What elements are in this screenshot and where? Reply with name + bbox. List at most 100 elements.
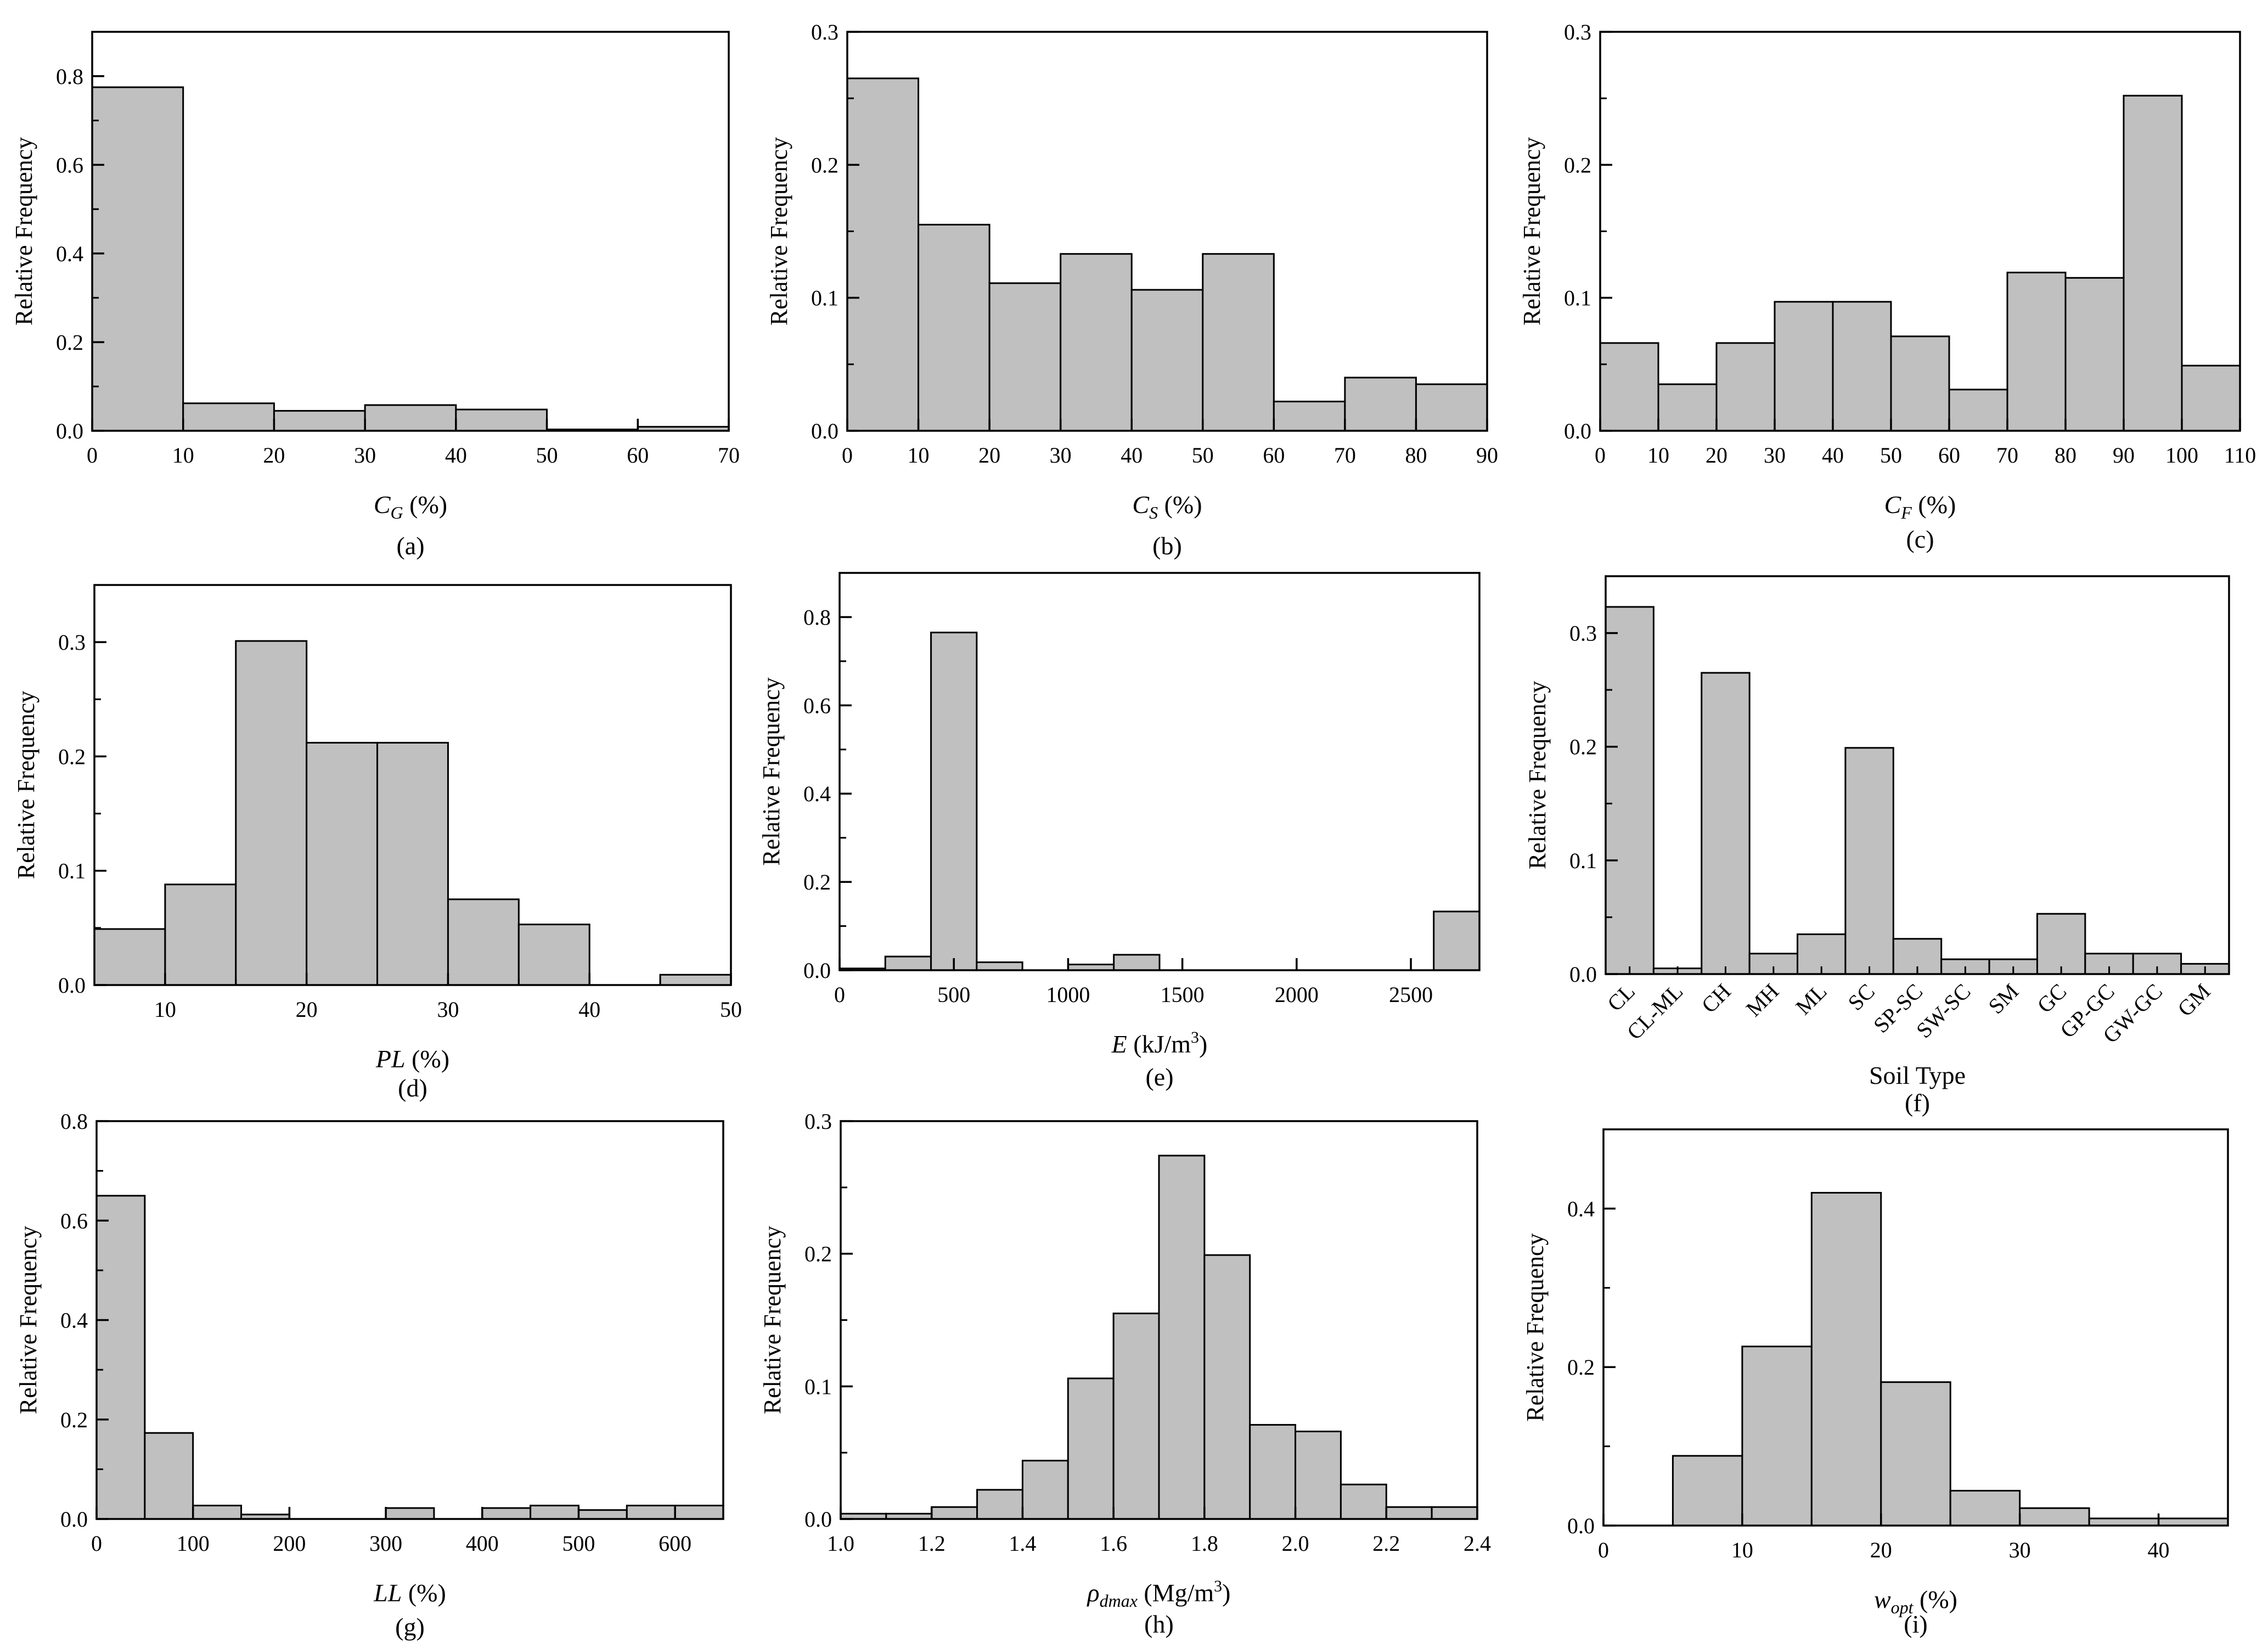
xtick-label-h-4: 1.8 [1191, 1531, 1218, 1556]
plot-frame-i [1602, 1128, 2229, 1527]
chart-panel-c: 0.0 0.1 0.2 0.3 0 10 20 30 40 50 60 70 80 90 100 110 Rel… [1518, 20, 2256, 553]
bar-a-0 [91, 86, 184, 432]
ytick-label-d-1: 0.1 [58, 859, 86, 884]
xtick-label-h-0: 1.0 [827, 1531, 854, 1556]
bar-g-11 [626, 1505, 676, 1520]
xtick-label-d-1: 20 [296, 997, 318, 1022]
bar-a-4 [455, 408, 548, 432]
ytick-label-f-2: 0.2 [1569, 735, 1597, 759]
xlabel-d: PL (%) [375, 1045, 449, 1073]
bar-i-6 [2088, 1517, 2160, 1527]
ytick-label-h-1: 0.1 [804, 1374, 832, 1399]
xtick-label-g-6: 600 [659, 1531, 691, 1556]
panel-label-g: (g) [395, 1613, 425, 1641]
bar-b-5 [1202, 253, 1275, 432]
ytick-label-d-2: 0.2 [58, 744, 86, 769]
ytick-label-b-2: 0.2 [811, 153, 838, 177]
bar-g-9 [530, 1505, 579, 1520]
xtick-label-g-4: 400 [466, 1531, 499, 1556]
bar-h-9 [1249, 1423, 1297, 1520]
bar-d-4 [376, 741, 449, 986]
xtick-label-c-0: 0 [1595, 443, 1606, 468]
bar-i-3 [1880, 1381, 1951, 1527]
xtick-label-e-2: 1000 [1046, 982, 1090, 1007]
bar-c-4 [1832, 301, 1892, 432]
ytick-label-i-0: 0.0 [1567, 1513, 1595, 1538]
bar-h-5 [1067, 1377, 1115, 1520]
xtick-label-c-6: 60 [1938, 443, 1960, 468]
ytick-label-g-2: 0.4 [60, 1308, 88, 1333]
bar-b-2 [988, 282, 1062, 432]
ytick-label-a-0: 0.0 [56, 419, 83, 443]
xtick-label-c-7: 70 [1996, 443, 2018, 468]
ytick-label-d-3: 0.3 [58, 630, 86, 655]
ytick-label-i-2: 0.4 [1567, 1196, 1595, 1221]
ytick-label-g-1: 0.2 [60, 1408, 88, 1432]
bar-g-1 [144, 1432, 194, 1520]
xtick-label-a-2: 20 [263, 443, 285, 468]
ytick-label-g-4: 0.8 [60, 1109, 88, 1134]
ytick-label-e-2: 0.4 [803, 781, 831, 806]
xtick-label-i-3: 30 [2009, 1538, 2031, 1562]
xtick-label-a-7: 70 [718, 443, 740, 468]
ytick-label-d-0: 0.0 [58, 973, 86, 998]
xtick-label-g-2: 200 [273, 1531, 306, 1556]
xlabel-h: ρdmax (Mg/m3) [1086, 1577, 1230, 1611]
xtick-label-h-1: 1.2 [918, 1531, 946, 1556]
xtick-label-b-8: 80 [1405, 443, 1427, 468]
xtick-label-i-0: 0 [1598, 1538, 1609, 1562]
ylabel-h: Relative Frequency [759, 1226, 786, 1414]
bar-d-5 [447, 898, 520, 986]
bar-g-8 [481, 1507, 532, 1520]
xlabel-c: CF (%) [1884, 491, 1956, 522]
bar-c-3 [1774, 301, 1834, 432]
ytick-label-c-1: 0.1 [1564, 286, 1591, 311]
xtick-label-a-4: 40 [445, 443, 467, 468]
bar-h-12 [1385, 1506, 1433, 1520]
panel-label-b: (b) [1152, 532, 1182, 560]
bar-h-11 [1340, 1483, 1387, 1520]
ytick-label-a-1: 0.2 [56, 330, 83, 355]
panel-label-e: (e) [1145, 1063, 1173, 1091]
bar-c-5 [1890, 335, 1950, 432]
ytick-label-a-3: 0.6 [56, 153, 83, 177]
ytick-label-b-3: 0.3 [811, 20, 838, 44]
xtick-label-c-1: 10 [1647, 443, 1669, 468]
xtick-label-c-2: 20 [1706, 443, 1727, 468]
bar-c-1 [1657, 383, 1718, 432]
bar-i-2 [1810, 1192, 1882, 1527]
xtick-label-b-5: 50 [1192, 443, 1214, 468]
xtick-label-e-4: 2000 [1275, 982, 1319, 1007]
xlabel-f: Soil Type [1869, 1061, 1966, 1089]
bar-b-3 [1060, 253, 1133, 432]
bar-b-7 [1344, 376, 1417, 432]
xlabel-i: wopt (%) [1874, 1585, 1957, 1617]
xtick-label-d-2: 30 [437, 997, 459, 1022]
xtick-label-h-6: 2.2 [1372, 1531, 1400, 1556]
xtick-label-d-0: 10 [154, 997, 176, 1022]
xtick-label-a-0: 0 [87, 443, 98, 468]
bar-h-10 [1295, 1431, 1342, 1520]
xtick-label-e-1: 500 [937, 982, 970, 1007]
panel-label-f: (f) [1905, 1089, 1930, 1117]
ytick-label-g-0: 0.0 [60, 1507, 88, 1532]
ytick-label-b-1: 0.1 [811, 286, 838, 311]
ytick-label-c-2: 0.2 [1564, 153, 1591, 177]
bar-h-8 [1203, 1254, 1251, 1520]
panel-label-i: (i) [1904, 1610, 1927, 1638]
bar-f-9 [2036, 913, 2086, 975]
bar-a-2 [273, 410, 366, 432]
plot-frame-d [93, 584, 732, 986]
xtick-label-c-8: 80 [2055, 443, 2076, 468]
xtick-label-a-5: 50 [536, 443, 558, 468]
xtick-label-b-1: 10 [908, 443, 930, 468]
xtick-label-e-3: 1500 [1161, 982, 1205, 1007]
xtick-label-a-6: 60 [627, 443, 649, 468]
panel-label-c: (c) [1906, 525, 1934, 553]
xtick-label-i-1: 10 [1731, 1538, 1753, 1562]
ytick-label-e-3: 0.6 [803, 693, 831, 718]
xtick-label-d-3: 40 [578, 997, 600, 1022]
chart-panel-e: 0.0 0.2 0.4 0.6 0.8 0 500 1000 1500 2000 2500 Relat… [758, 572, 1481, 1091]
bar-b-1 [918, 223, 991, 432]
xtick-label-e-5: 2500 [1389, 982, 1433, 1007]
